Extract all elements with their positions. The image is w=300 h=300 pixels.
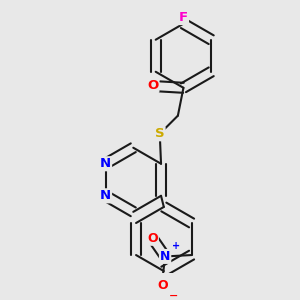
Text: N: N <box>100 157 111 170</box>
Text: O: O <box>147 232 158 245</box>
Text: N: N <box>160 250 170 263</box>
Text: O: O <box>147 79 158 92</box>
Text: −: − <box>169 290 178 300</box>
Text: F: F <box>179 11 188 24</box>
Text: S: S <box>155 127 165 140</box>
Text: +: + <box>172 241 180 251</box>
Text: O: O <box>157 279 168 292</box>
Text: N: N <box>100 189 111 202</box>
